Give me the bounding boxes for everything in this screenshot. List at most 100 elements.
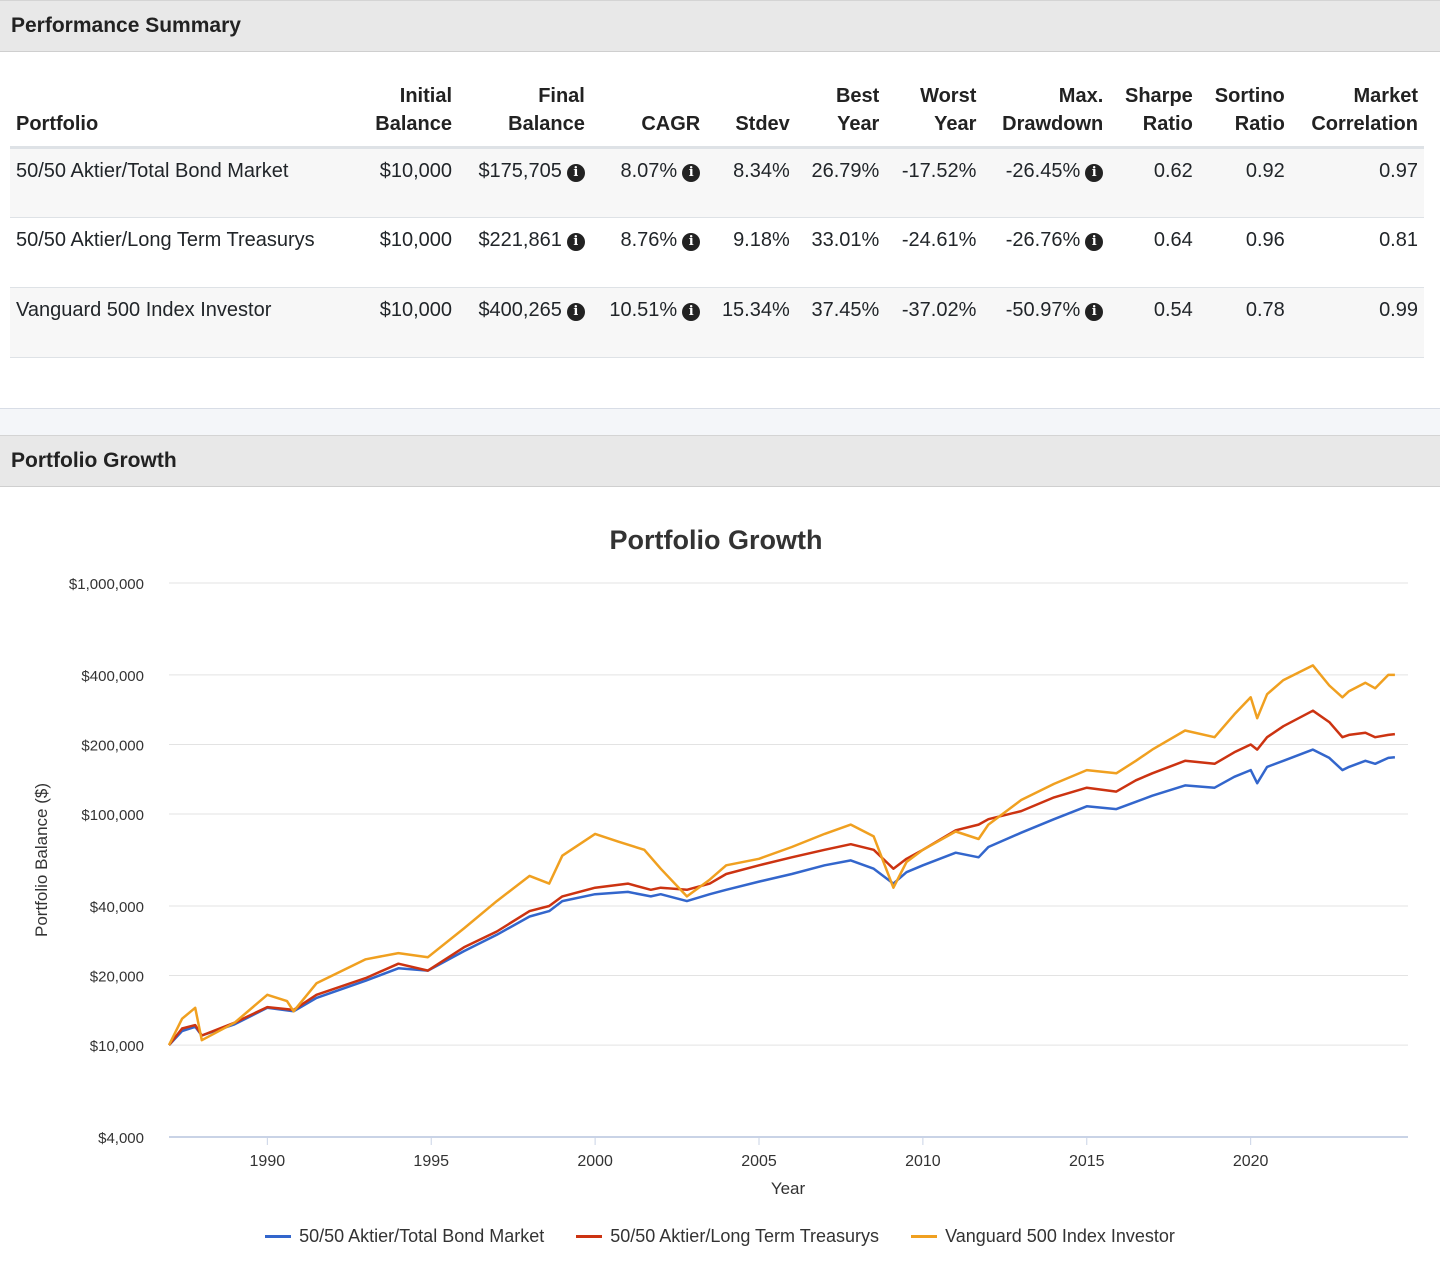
performance-summary-header: Performance Summary bbox=[0, 0, 1440, 52]
cell-value: 37.45% bbox=[811, 299, 880, 321]
cell-value: -17.52% bbox=[901, 160, 977, 182]
cell-cagr: 8.07% i bbox=[590, 147, 707, 218]
column-header-sortino: Sortino Ratio bbox=[1198, 78, 1291, 149]
legend-label: 50/50 Aktier/Long Term Treasurys bbox=[610, 1226, 880, 1246]
axes: $4,000 $10,000 $20,000 $40,000 $100,000 $200,… bbox=[69, 576, 1269, 1170]
cell-value: 0.54 bbox=[1153, 299, 1193, 321]
column-header-line2: Stdev bbox=[735, 113, 790, 135]
cell-portfolio: Vanguard 500 Index Investor bbox=[10, 287, 359, 358]
cell-value: -37.02% bbox=[901, 299, 977, 321]
cell-final: $400,265 i bbox=[458, 287, 591, 358]
cell-value: Vanguard 500 Index Investor bbox=[16, 299, 272, 321]
info-circle-icon[interactable]: i bbox=[682, 164, 701, 182]
y-tick-label: $1,000,000 bbox=[69, 576, 144, 593]
cell-stdev: 15.34% bbox=[706, 287, 796, 358]
cell-initial: $10,000 bbox=[358, 287, 459, 358]
cell-value: 0.62 bbox=[1153, 160, 1193, 182]
column-header-line1: Market bbox=[1353, 85, 1418, 107]
y-tick-label: $100,000 bbox=[81, 807, 144, 824]
info-circle-icon[interactable]: i bbox=[1085, 164, 1104, 182]
cell-value: 8.07% bbox=[620, 160, 678, 182]
cell-value: 0.78 bbox=[1245, 299, 1285, 321]
cell-value: 8.76% bbox=[620, 229, 678, 251]
x-tick-label: 2010 bbox=[905, 1153, 941, 1170]
cell-value: $10,000 bbox=[379, 229, 453, 251]
cell-value: $221,861 bbox=[478, 229, 562, 251]
info-circle-icon[interactable]: i bbox=[566, 164, 585, 182]
cell-value: -50.97% bbox=[1005, 299, 1081, 321]
y-tick-label: $4,000 bbox=[98, 1130, 144, 1147]
cell-value: $10,000 bbox=[379, 160, 453, 182]
info-circle-icon[interactable]: i bbox=[566, 233, 585, 251]
cell-stdev: 8.34% bbox=[706, 147, 796, 218]
series-line-2 bbox=[167, 664, 1395, 1046]
table-row: Vanguard 500 Index Investor $10,000 $400,2… bbox=[10, 287, 1424, 358]
cell-value: 50/50 Aktier/Long Term Treasurys bbox=[16, 229, 315, 251]
cell-initial: $10,000 bbox=[358, 147, 459, 218]
column-header-line1: Worst bbox=[920, 85, 977, 107]
cell-value: 8.34% bbox=[733, 160, 790, 182]
x-tick-label: 1995 bbox=[413, 1153, 449, 1170]
cell-drawdown: -26.45% i bbox=[982, 147, 1110, 218]
performance-summary-table: Portfolio Initial Balance Final Balance CAGR S… bbox=[10, 78, 1424, 358]
x-tick-label: 1990 bbox=[250, 1153, 286, 1170]
cell-cagr: 10.51% i bbox=[590, 287, 707, 358]
column-header-line2: Year bbox=[934, 113, 977, 135]
column-header-line2: Balance bbox=[375, 113, 453, 135]
cell-cagr: 8.76% i bbox=[590, 217, 707, 288]
cell-value: -26.45% bbox=[1005, 160, 1081, 182]
x-tick-label: 2000 bbox=[577, 1153, 613, 1170]
series-line-0 bbox=[168, 748, 1396, 1046]
cell-value: 0.92 bbox=[1245, 160, 1285, 182]
column-header-line2: Balance bbox=[508, 113, 585, 135]
cell-value: -26.76% bbox=[1005, 229, 1081, 251]
cell-sharpe: 0.54 bbox=[1109, 287, 1199, 358]
portfolio-growth-panel-title: Portfolio Growth bbox=[11, 449, 177, 472]
legend-item[interactable]: 50/50 Aktier/Long Term Treasurys bbox=[576, 1226, 879, 1247]
legend-label: Vanguard 500 Index Investor bbox=[945, 1226, 1175, 1246]
column-header-line1: Sortino bbox=[1214, 85, 1285, 107]
y-axis-label: Portfolio Balance ($) bbox=[32, 783, 51, 937]
legend-item[interactable]: Vanguard 500 Index Investor bbox=[911, 1226, 1175, 1247]
cell-value: $175,705 bbox=[478, 160, 562, 182]
legend-item[interactable]: 50/50 Aktier/Total Bond Market bbox=[265, 1226, 544, 1247]
info-circle-icon[interactable]: i bbox=[1085, 233, 1104, 251]
cell-worst: -24.61% bbox=[885, 217, 983, 288]
x-tick-label: 2020 bbox=[1233, 1153, 1269, 1170]
cell-portfolio: 50/50 Aktier/Long Term Treasurys bbox=[10, 217, 359, 288]
info-circle-icon[interactable]: i bbox=[682, 233, 701, 251]
portfolio-growth-chart: Portfolio Growth $4,000 $10,000 $20,000 $40… bbox=[32, 525, 1408, 1198]
info-circle-icon[interactable]: i bbox=[566, 303, 585, 321]
column-header-sharpe: Sharpe Ratio bbox=[1109, 78, 1199, 149]
column-header-line2: Year bbox=[837, 113, 880, 135]
table-row: 50/50 Aktier/Long Term Treasurys $10,000 $… bbox=[10, 217, 1424, 288]
column-header-worst: Worst Year bbox=[885, 78, 983, 149]
cell-sortino: 0.92 bbox=[1198, 147, 1291, 218]
x-tick-label: 2005 bbox=[741, 1153, 777, 1170]
column-header-line2: Correlation bbox=[1311, 113, 1418, 135]
column-header-initial: Initial Balance bbox=[358, 78, 459, 149]
chart-legend: 50/50 Aktier/Total Bond Market 50/50 Akti… bbox=[0, 1226, 1440, 1247]
cell-stdev: 9.18% bbox=[706, 217, 796, 288]
cell-sortino: 0.78 bbox=[1198, 287, 1291, 358]
y-tick-label: $40,000 bbox=[90, 899, 144, 916]
legend-label: 50/50 Aktier/Total Bond Market bbox=[299, 1226, 545, 1246]
y-tick-label: $400,000 bbox=[81, 668, 144, 685]
cell-drawdown: -50.97% i bbox=[982, 287, 1110, 358]
series-lines bbox=[167, 664, 1396, 1046]
info-circle-icon[interactable]: i bbox=[682, 303, 701, 321]
column-header-line2: Drawdown bbox=[1002, 113, 1104, 135]
section-divider bbox=[0, 408, 1440, 435]
x-tick-label: 2015 bbox=[1069, 1153, 1105, 1170]
legend-swatch bbox=[576, 1235, 603, 1238]
column-header-portfolio: Portfolio bbox=[10, 78, 359, 149]
cell-value: $400,265 bbox=[478, 299, 562, 321]
cell-worst: -37.02% bbox=[885, 287, 983, 358]
info-circle-icon[interactable]: i bbox=[1085, 303, 1104, 321]
cell-value: 9.18% bbox=[733, 229, 790, 251]
cell-value: 0.64 bbox=[1153, 229, 1193, 251]
cell-sortino: 0.96 bbox=[1198, 217, 1291, 288]
column-header-best: Best Year bbox=[795, 78, 886, 149]
chart-title: Portfolio Growth bbox=[610, 525, 823, 555]
performance-summary-title: Performance Summary bbox=[11, 14, 241, 37]
